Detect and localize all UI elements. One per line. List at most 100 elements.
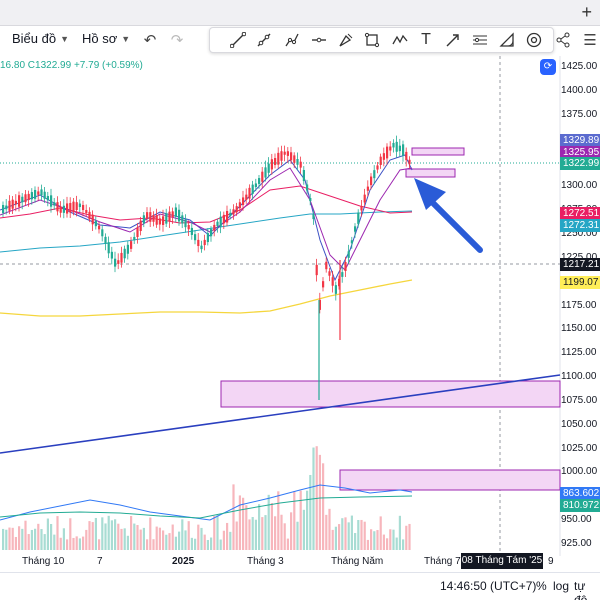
measure-icon[interactable]: [497, 30, 517, 50]
volume-bar: [389, 529, 392, 550]
candle-body: [395, 141, 398, 152]
candle-body: [309, 197, 312, 202]
volume-bar: [91, 522, 94, 550]
volume-bar: [94, 517, 97, 550]
arrow-icon[interactable]: [443, 30, 463, 50]
candle-body: [248, 187, 251, 199]
log-toggle[interactable]: log: [553, 579, 570, 593]
text-icon[interactable]: T: [421, 31, 431, 48]
extended-line-icon[interactable]: [282, 30, 302, 50]
volume-bar: [251, 517, 254, 550]
candle-body: [235, 206, 238, 213]
candle-body: [210, 229, 213, 237]
volume-bar: [194, 538, 197, 550]
volume-bar: [72, 537, 75, 550]
candle-body: [85, 209, 88, 214]
volume-bar: [354, 533, 357, 550]
time-label: 9: [548, 556, 554, 567]
candle-body: [181, 215, 184, 224]
candle-body: [53, 202, 56, 206]
auto-scale-icon[interactable]: ⟳: [540, 59, 556, 75]
path-icon[interactable]: [390, 30, 410, 50]
candle-body: [232, 209, 235, 215]
candle-body: [114, 258, 117, 267]
volume-bar: [43, 534, 46, 550]
candle-body: [40, 189, 43, 196]
volume-bar: [136, 525, 139, 550]
redo-icon[interactable]: ↷: [170, 32, 184, 49]
price-badge: 810.972: [560, 499, 600, 512]
price-tick: 1075.00: [561, 394, 598, 406]
volume-bar: [14, 536, 17, 550]
percent-toggle[interactable]: %: [536, 579, 547, 593]
volume-bar: [123, 528, 126, 550]
volume-bar: [184, 530, 187, 550]
auto-toggle[interactable]: tự độ: [574, 579, 588, 600]
price-tick: 1125.00: [561, 347, 597, 359]
volume-bar: [283, 523, 286, 550]
candle-body: [261, 171, 264, 182]
candle-body: [72, 201, 75, 213]
menu-icon[interactable]: ☰: [583, 32, 597, 49]
clock[interactable]: 14:46:50 (UTC+7): [440, 579, 537, 593]
volume-bar: [229, 531, 232, 550]
volume-bar: [357, 520, 360, 550]
volume-bar: [11, 527, 14, 550]
horizontal-line-icon[interactable]: [309, 30, 329, 50]
candle-body: [242, 197, 245, 206]
volume-zone: [339, 469, 561, 491]
candle-body: [341, 272, 344, 277]
volume-bar: [40, 529, 43, 550]
chart-type-menu[interactable]: Biểu đồ ▼: [12, 31, 69, 46]
rectangle-icon[interactable]: [362, 30, 382, 50]
share-icon[interactable]: [553, 30, 573, 50]
volume-bar: [178, 531, 181, 550]
volume-bar: [117, 523, 120, 550]
candle-body: [158, 218, 161, 225]
candle-body: [206, 233, 209, 243]
undo-icon[interactable]: ↶: [143, 32, 157, 49]
candle-body: [408, 159, 411, 165]
candle-body: [117, 260, 120, 264]
volume-bar: [290, 512, 293, 550]
volume-bar: [261, 517, 264, 550]
price-chart[interactable]: [0, 56, 600, 556]
price-tick: 925.00: [561, 538, 592, 549]
candle-body: [110, 251, 113, 259]
trend-line-icon[interactable]: [228, 30, 248, 50]
volume-bar: [264, 515, 267, 550]
candle-body: [376, 165, 379, 170]
volume-bar: [395, 537, 398, 550]
candle-body: [222, 214, 225, 224]
volume-bar: [88, 521, 91, 550]
volume-bar: [5, 529, 8, 550]
candle-body: [203, 239, 206, 246]
volume-bar: [366, 539, 369, 550]
candle-body: [88, 211, 91, 220]
volume-bar: [187, 521, 190, 550]
volume-bar: [59, 537, 62, 550]
volume-bar: [181, 519, 184, 550]
candle-body: [98, 225, 101, 230]
candle-body: [338, 278, 341, 287]
volume-bar: [146, 539, 149, 550]
volume-bar: [344, 517, 347, 550]
price-tick: 1425.00: [561, 61, 598, 72]
volume-bar: [331, 529, 334, 550]
candle-body: [226, 210, 229, 223]
candle-body: [334, 285, 337, 294]
price-badge: 1217.21: [560, 258, 600, 271]
new-tab-button[interactable]: +: [581, 2, 592, 22]
candle-body: [8, 200, 11, 211]
volume-bar: [104, 523, 107, 550]
fib-icon[interactable]: [470, 30, 490, 50]
brush-icon[interactable]: [336, 30, 356, 50]
eye-icon[interactable]: [524, 30, 544, 50]
ray-icon[interactable]: [254, 30, 274, 50]
price-tick: 1250.00: [561, 227, 598, 239]
profile-menu[interactable]: Hồ sơ ▼: [82, 31, 130, 46]
volume-bar: [222, 530, 225, 550]
candle-body: [312, 214, 315, 220]
volume-bar: [120, 528, 123, 550]
candle-body: [21, 196, 24, 203]
